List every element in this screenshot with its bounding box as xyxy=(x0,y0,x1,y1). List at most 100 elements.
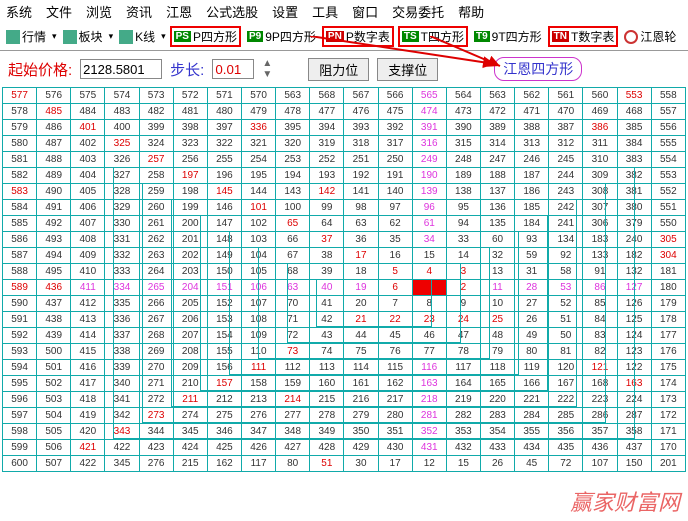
grid-cell[interactable]: 85 xyxy=(583,296,617,312)
grid-cell[interactable]: 595 xyxy=(3,376,37,392)
grid-cell[interactable]: 572 xyxy=(173,88,207,104)
grid-cell[interactable]: 165 xyxy=(480,376,514,392)
grid-cell[interactable]: 62 xyxy=(378,216,412,232)
grid-cell[interactable]: 38 xyxy=(310,248,344,264)
grid-cell[interactable]: 3 xyxy=(446,264,480,280)
grid-cell[interactable]: 216 xyxy=(344,392,378,408)
grid-cell[interactable]: 72 xyxy=(549,456,583,472)
grid-cell[interactable]: 490 xyxy=(37,184,71,200)
grid-cell[interactable]: 482 xyxy=(139,104,173,120)
grid-cell[interactable]: 417 xyxy=(71,376,105,392)
grid-cell[interactable]: 7 xyxy=(378,296,412,312)
grid-cell[interactable]: 67 xyxy=(276,248,310,264)
grid-cell[interactable]: 346 xyxy=(207,424,241,440)
grid-cell[interactable]: 282 xyxy=(446,408,480,424)
grid-cell[interactable]: 263 xyxy=(139,248,173,264)
grid-cell[interactable]: 74 xyxy=(310,344,344,360)
grid-cell[interactable]: 214 xyxy=(276,392,310,408)
grid-cell[interactable]: 394 xyxy=(310,120,344,136)
grid-cell[interactable]: 138 xyxy=(446,184,480,200)
grid-cell[interactable]: 379 xyxy=(617,216,651,232)
grid-cell[interactable]: 582 xyxy=(3,168,37,184)
grid-cell[interactable]: 598 xyxy=(3,424,37,440)
grid-cell[interactable]: 163 xyxy=(412,376,446,392)
grid-cell[interactable]: 325 xyxy=(105,136,139,152)
grid-cell[interactable]: 17 xyxy=(344,248,378,264)
grid-cell[interactable]: 437 xyxy=(37,296,71,312)
grid-cell[interactable]: 98 xyxy=(344,200,378,216)
grid-cell[interactable]: 179 xyxy=(651,296,685,312)
grid-cell[interactable]: 134 xyxy=(549,232,583,248)
grid-cell[interactable]: 388 xyxy=(515,120,549,136)
grid-cell[interactable]: 161 xyxy=(344,376,378,392)
grid-cell[interactable]: 40 xyxy=(310,280,344,296)
grid-cell[interactable]: 550 xyxy=(651,216,685,232)
grid-cell[interactable]: 306 xyxy=(583,216,617,232)
grid-cell[interactable]: 19 xyxy=(344,280,378,296)
step-spinner[interactable]: ▲▼ xyxy=(262,58,272,80)
grid-cell[interactable]: 15 xyxy=(446,456,480,472)
grid-cell[interactable]: 107 xyxy=(583,456,617,472)
grid-cell[interactable]: 470 xyxy=(549,104,583,120)
menu-帮助[interactable]: 帮助 xyxy=(458,2,484,21)
grid-cell[interactable]: 109 xyxy=(241,328,275,344)
grid-cell[interactable]: 142 xyxy=(310,184,344,200)
grid-cell[interactable]: 304 xyxy=(651,248,685,264)
grid-cell[interactable]: 566 xyxy=(378,88,412,104)
grid-cell[interactable]: 39 xyxy=(310,264,344,280)
grid-cell[interactable]: 149 xyxy=(207,248,241,264)
grid-cell[interactable]: 426 xyxy=(241,440,275,456)
grid-cell[interactable]: 121 xyxy=(583,360,617,376)
grid-cell[interactable]: 416 xyxy=(71,360,105,376)
grid-cell[interactable]: 334 xyxy=(105,280,139,296)
grid-cell[interactable]: 176 xyxy=(651,344,685,360)
grid-cell[interactable]: 135 xyxy=(480,216,514,232)
grid-cell[interactable]: 251 xyxy=(344,152,378,168)
grid-cell[interactable]: 162 xyxy=(378,376,412,392)
grid-cell[interactable]: 11 xyxy=(480,280,514,296)
grid-cell[interactable]: 339 xyxy=(105,360,139,376)
grid-cell[interactable]: 159 xyxy=(276,376,310,392)
grid-cell[interactable]: 30 xyxy=(344,456,378,472)
grid-cell[interactable]: 186 xyxy=(515,184,549,200)
grid-cell[interactable]: 28 xyxy=(515,280,549,296)
mode-T9[interactable]: T99T四方形 xyxy=(472,27,544,46)
grid-cell[interactable]: 329 xyxy=(105,200,139,216)
grid-cell[interactable]: 424 xyxy=(173,440,207,456)
grid-cell[interactable]: 107 xyxy=(241,296,275,312)
grid-cell[interactable]: 402 xyxy=(71,136,105,152)
grid-cell[interactable]: 198 xyxy=(173,184,207,200)
grid-cell[interactable]: 505 xyxy=(37,424,71,440)
grid-cell[interactable]: 127 xyxy=(617,280,651,296)
grid-cell[interactable]: 178 xyxy=(651,312,685,328)
grid-cell[interactable]: 77 xyxy=(412,344,446,360)
grid-cell[interactable]: 50 xyxy=(549,328,583,344)
grid-cell[interactable]: 218 xyxy=(412,392,446,408)
grid-cell[interactable]: 503 xyxy=(37,392,71,408)
grid-cell[interactable]: 345 xyxy=(105,456,139,472)
grid-cell[interactable]: 212 xyxy=(207,392,241,408)
grid-cell[interactable]: 553 xyxy=(651,168,685,184)
grid-cell[interactable]: 391 xyxy=(412,120,446,136)
grid-cell[interactable]: 17 xyxy=(378,456,412,472)
grid-cell[interactable]: 119 xyxy=(515,360,549,376)
grid-cell[interactable]: 95 xyxy=(446,200,480,216)
grid-cell[interactable]: 258 xyxy=(139,168,173,184)
grid-cell[interactable]: 140 xyxy=(378,184,412,200)
grid-cell[interactable]: 103 xyxy=(241,232,275,248)
grid-cell[interactable]: 151 xyxy=(207,280,241,296)
grid-cell[interactable]: 483 xyxy=(105,104,139,120)
grid-cell[interactable]: 579 xyxy=(3,120,37,136)
grid-cell[interactable]: 150 xyxy=(617,456,651,472)
grid-cell[interactable]: 395 xyxy=(276,120,310,136)
menu-窗口[interactable]: 窗口 xyxy=(352,2,378,21)
support-button[interactable]: 支撑位 xyxy=(377,58,438,81)
market-button[interactable]: 行情 xyxy=(4,27,48,46)
grid-cell[interactable]: 97 xyxy=(378,200,412,216)
grid-cell[interactable]: 10 xyxy=(480,296,514,312)
step-input[interactable] xyxy=(212,59,254,79)
grid-cell[interactable]: 348 xyxy=(276,424,310,440)
grid-cell[interactable]: 246 xyxy=(515,152,549,168)
grid-cell[interactable]: 471 xyxy=(515,104,549,120)
grid-cell[interactable]: 431 xyxy=(412,440,446,456)
